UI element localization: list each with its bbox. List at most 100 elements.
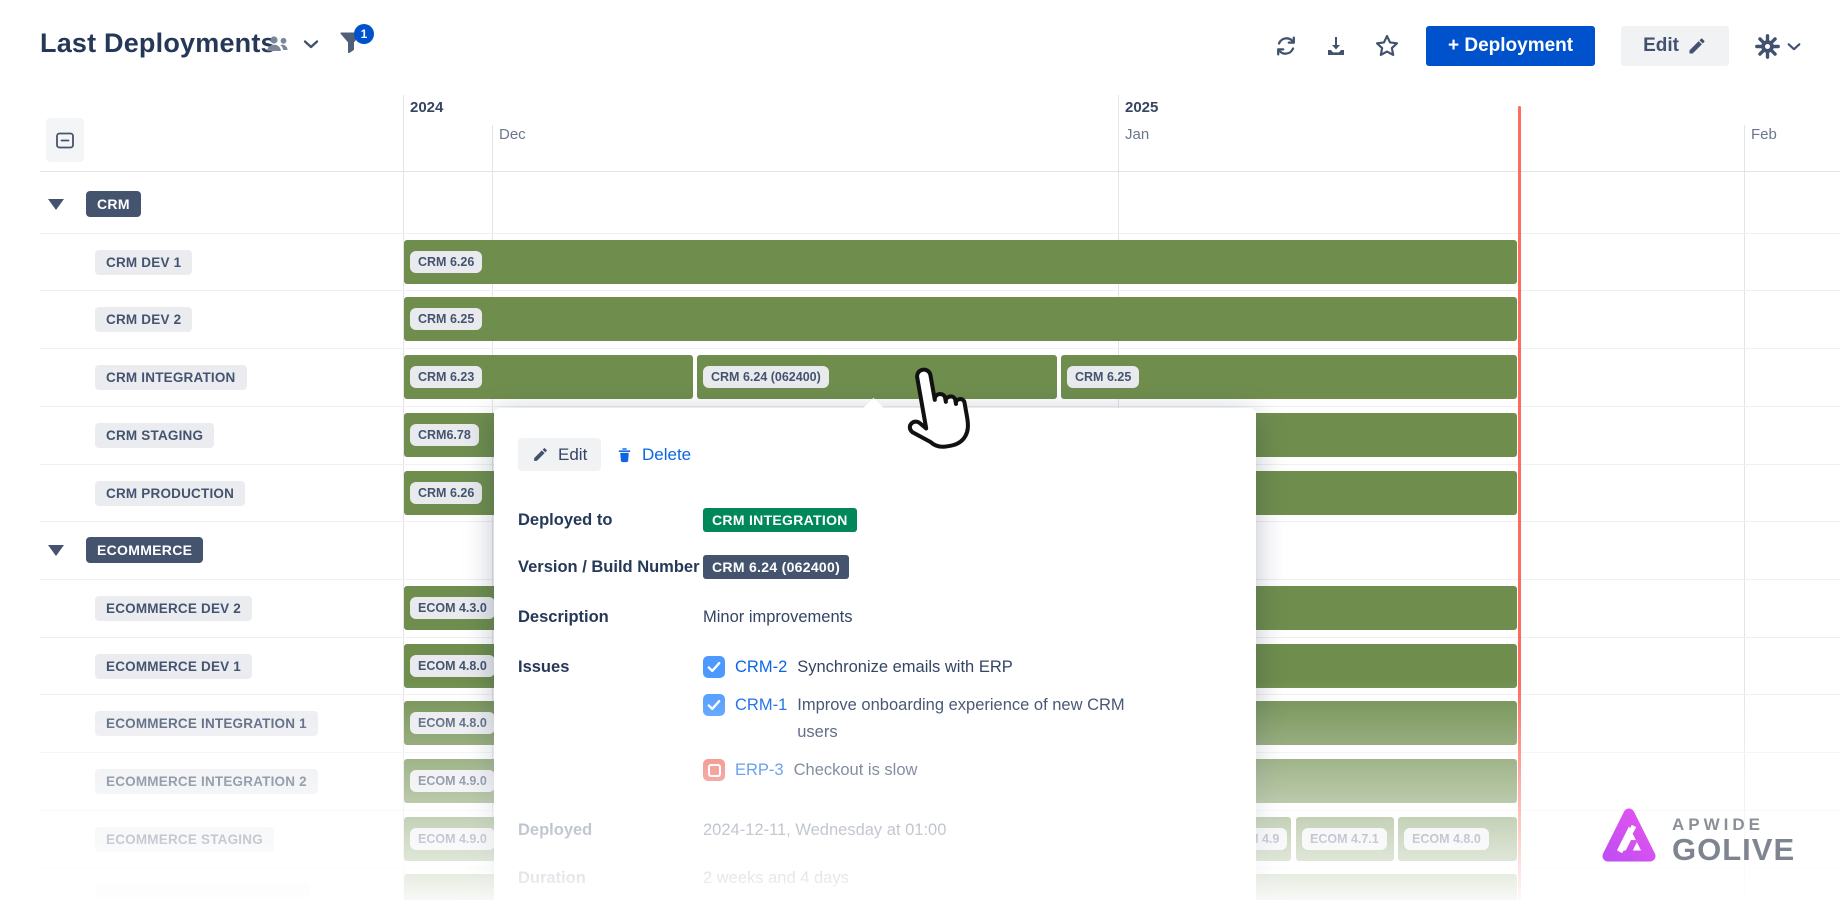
refresh-button[interactable] (1274, 34, 1298, 58)
environment-badge[interactable]: CRM PRODUCTION (95, 480, 246, 506)
environment-badge[interactable]: CRM INTEGRATION (95, 364, 247, 390)
deployment-version-badge: CRM6.78 (410, 424, 479, 446)
issue-key-link[interactable]: CRM-2 (735, 658, 788, 676)
month-label: Feb (1751, 126, 1777, 143)
deployment-details-popup: Edit Delete Deployed to CRM INTEGRATION Ve… (494, 397, 1256, 900)
deployment-version-badge: CRM 6.23 (410, 366, 483, 388)
deployment-version-badge: CRM 6.25 (410, 308, 483, 330)
deployment-version-badge: CRM 6.24 (062400) (703, 366, 829, 388)
deployment-bar[interactable]: CRM 6.24 (062400) (697, 355, 1057, 399)
settings-gear-button[interactable] (1755, 33, 1780, 59)
popup-meta-value: 2024-12-11, Wednesday at 01:00 (703, 821, 947, 839)
page-title: Last Deployments (40, 28, 276, 58)
deployment-version-badge: ECOM 4.9.0 (410, 770, 495, 792)
group-badge[interactable]: CRM (86, 191, 141, 217)
today-marker-line (1518, 106, 1521, 900)
golive-triangle-icon (1602, 808, 1656, 862)
popup-value-badge: CRM 6.24 (062400) (703, 555, 850, 579)
edit-mode-button[interactable]: Edit (1621, 26, 1729, 66)
popup-edit-button[interactable]: Edit (518, 438, 602, 471)
environment-badge[interactable]: CRM DEV 1 (95, 249, 193, 275)
shared-with-icon[interactable] (264, 32, 292, 56)
deployment-bar[interactable]: CRM 6.25 (404, 297, 1517, 341)
environment-row-label (95, 867, 310, 900)
pencil-icon (1689, 38, 1705, 54)
popup-edit-label: Edit (558, 444, 588, 464)
edit-mode-label: Edit (1643, 35, 1679, 56)
issue-checked-icon[interactable] (703, 656, 725, 678)
group-badge[interactable]: ECOMMERCE (86, 537, 204, 563)
issue-summary: Checkout is slow (793, 761, 918, 779)
issue-summary: Synchronize emails with ERP (797, 658, 1013, 676)
issue-checked-icon[interactable] (703, 694, 725, 716)
filter-button[interactable]: 1 (338, 24, 374, 61)
deployment-version-badge: CRM 6.26 (410, 251, 483, 273)
popup-meta-value: 2 weeks and 4 days (703, 869, 849, 887)
settings-chevron-icon[interactable] (1786, 41, 1802, 52)
environment-badge[interactable]: ECOMMERCE INTEGRATION 2 (95, 768, 318, 794)
year-label: 2024 (410, 99, 444, 116)
year-label: 2025 (1125, 99, 1159, 116)
collapse-icon (56, 132, 74, 148)
deployment-version-badge: ECOM 4.8.0 (410, 712, 495, 734)
month-label: Dec (499, 126, 526, 143)
month-label: Jan (1125, 126, 1150, 143)
collapse-all-button[interactable] (46, 118, 84, 162)
deployment-version-badge: ECOM 4.7.1 (1302, 828, 1387, 850)
collapse-triangle-icon[interactable] (48, 198, 64, 210)
environment-row-label: ECOMMERCE STAGING (95, 810, 274, 868)
deployment-version-badge: ECOM 4.3.0 (410, 597, 495, 619)
issue-key-link[interactable]: CRM-1 (735, 696, 788, 714)
environment-row-label: ECOMMERCE INTEGRATION 1 (95, 694, 318, 752)
popup-delete-button[interactable]: Delete (616, 438, 691, 471)
popup-field-value: Minor improvements (703, 608, 853, 626)
environment-badge (95, 882, 310, 900)
pencil-icon (534, 448, 547, 461)
environment-row-label: ECOMMERCE DEV 1 (95, 637, 253, 695)
add-deployment-button[interactable]: + Deployment (1425, 26, 1596, 66)
row-separator (40, 290, 1840, 291)
issue-bug-icon (703, 759, 725, 781)
popup-delete-label: Delete (642, 444, 692, 464)
issue-row: CRM-2 Synchronize emails with ERP (703, 654, 1133, 681)
issues-field-label: Issues (518, 658, 570, 676)
environment-row-label: CRM PRODUCTION (95, 464, 246, 522)
deployment-bar[interactable]: CRM 6.26 (404, 240, 1517, 284)
year-gridline (403, 95, 404, 900)
row-separator (40, 348, 1840, 349)
issue-key-link[interactable]: ERP-3 (735, 761, 784, 779)
deployment-bar[interactable]: ECOM 4.7.1 (1296, 817, 1394, 861)
deployment-bar[interactable]: CRM 6.23 (404, 355, 693, 399)
popup-field-value: CRM INTEGRATION (703, 508, 857, 532)
issue-row: ERP-3 Checkout is slow (703, 757, 1133, 784)
add-deployment-label: + Deployment (1447, 35, 1574, 56)
deployment-bar[interactable]: ECOM 4.8.0 (1398, 817, 1517, 861)
issue-summary: Improve onboarding experience of new CRM… (797, 696, 1125, 741)
deployment-bar[interactable]: CRM 6.25 (1061, 355, 1517, 399)
popup-meta-label: Duration (518, 869, 586, 887)
environment-badge[interactable]: ECOMMERCE DEV 2 (95, 595, 253, 621)
environment-badge[interactable]: ECOMMERCE INTEGRATION 1 (95, 710, 318, 736)
hand-pointer-cursor (885, 355, 991, 470)
deployment-version-badge: ECOM 4.8.0 (1404, 828, 1489, 850)
popup-field-value: CRM 6.24 (062400) (703, 555, 850, 579)
environment-row-label: CRM STAGING (95, 406, 215, 464)
apwide-golive-logo: APWIDE GOLIVE (1598, 800, 1795, 880)
environment-row-label: CRM INTEGRATION (95, 348, 247, 406)
environment-badge[interactable]: ECOMMERCE DEV 1 (95, 653, 253, 679)
popup-meta-label: Deployed (518, 821, 593, 839)
collapse-triangle-icon[interactable] (48, 544, 64, 556)
chevron-down-icon[interactable] (302, 38, 320, 50)
environment-badge[interactable]: ECOMMERCE STAGING (95, 826, 274, 852)
deployment-version-badge: CRM 6.26 (410, 482, 483, 504)
favorite-star-button[interactable] (1374, 33, 1400, 59)
deployment-version-badge: CRM 6.25 (1067, 366, 1140, 388)
popup-field-label: Deployed to (518, 511, 613, 529)
download-button[interactable] (1324, 34, 1348, 58)
environment-badge[interactable]: CRM DEV 2 (95, 306, 193, 332)
deployment-version-badge: ECOM 4.9.0 (410, 828, 495, 850)
deployment-version-badge: ECOM 4.8.0 (410, 655, 495, 677)
timeline-header-divider (40, 171, 1840, 172)
environment-badge[interactable]: CRM STAGING (95, 422, 215, 448)
